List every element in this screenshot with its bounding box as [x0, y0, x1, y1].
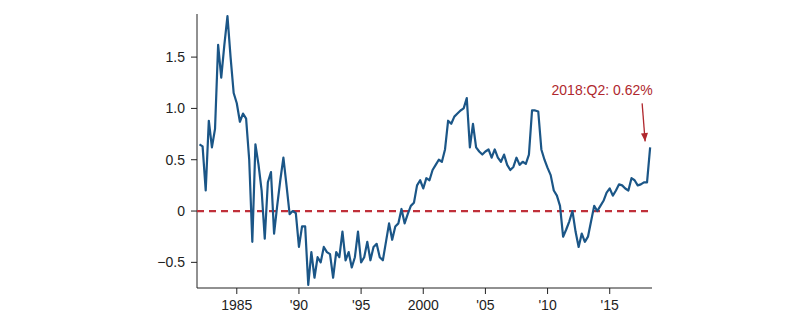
- x-tick: [485, 288, 486, 294]
- x-tick: [236, 288, 237, 294]
- y-tick-label: 0.5: [166, 152, 186, 168]
- y-tick: [191, 159, 197, 160]
- y-tick-label: −0.5: [157, 254, 185, 270]
- plot-area: [197, 16, 652, 285]
- x-tick: [609, 288, 610, 294]
- x-tick: [361, 288, 362, 294]
- x-tick: [547, 288, 548, 294]
- x-tick-label: 1985: [221, 297, 252, 313]
- y-tick-label: 1.5: [166, 49, 186, 65]
- x-tick: [423, 288, 424, 294]
- x-tick-label: '10: [538, 297, 556, 313]
- x-tick-label: 2000: [408, 297, 439, 313]
- arrow-head: [641, 133, 648, 142]
- y-axis-line: [197, 14, 198, 288]
- y-tick: [191, 211, 197, 212]
- x-tick: [298, 288, 299, 294]
- y-tick: [191, 262, 197, 263]
- annotation-text: 2018:Q2: 0.62%: [552, 82, 653, 98]
- x-tick-label: '05: [476, 297, 494, 313]
- chart: −0.5 0 0.5 1.0 1.5 1985 '90 '95 2000 '05 '10 '15 201…: [0, 0, 800, 316]
- series-line: [199, 16, 650, 285]
- y-tick-label: 0: [177, 203, 185, 219]
- y-tick: [191, 108, 197, 109]
- x-tick-label: '90: [290, 297, 308, 313]
- y-tick: [191, 57, 197, 58]
- x-axis-line: [197, 288, 652, 289]
- x-tick-label: '15: [601, 297, 619, 313]
- x-tick-label: '95: [352, 297, 370, 313]
- annotation-arrow: [641, 103, 648, 141]
- y-tick-label: 1.0: [166, 100, 186, 116]
